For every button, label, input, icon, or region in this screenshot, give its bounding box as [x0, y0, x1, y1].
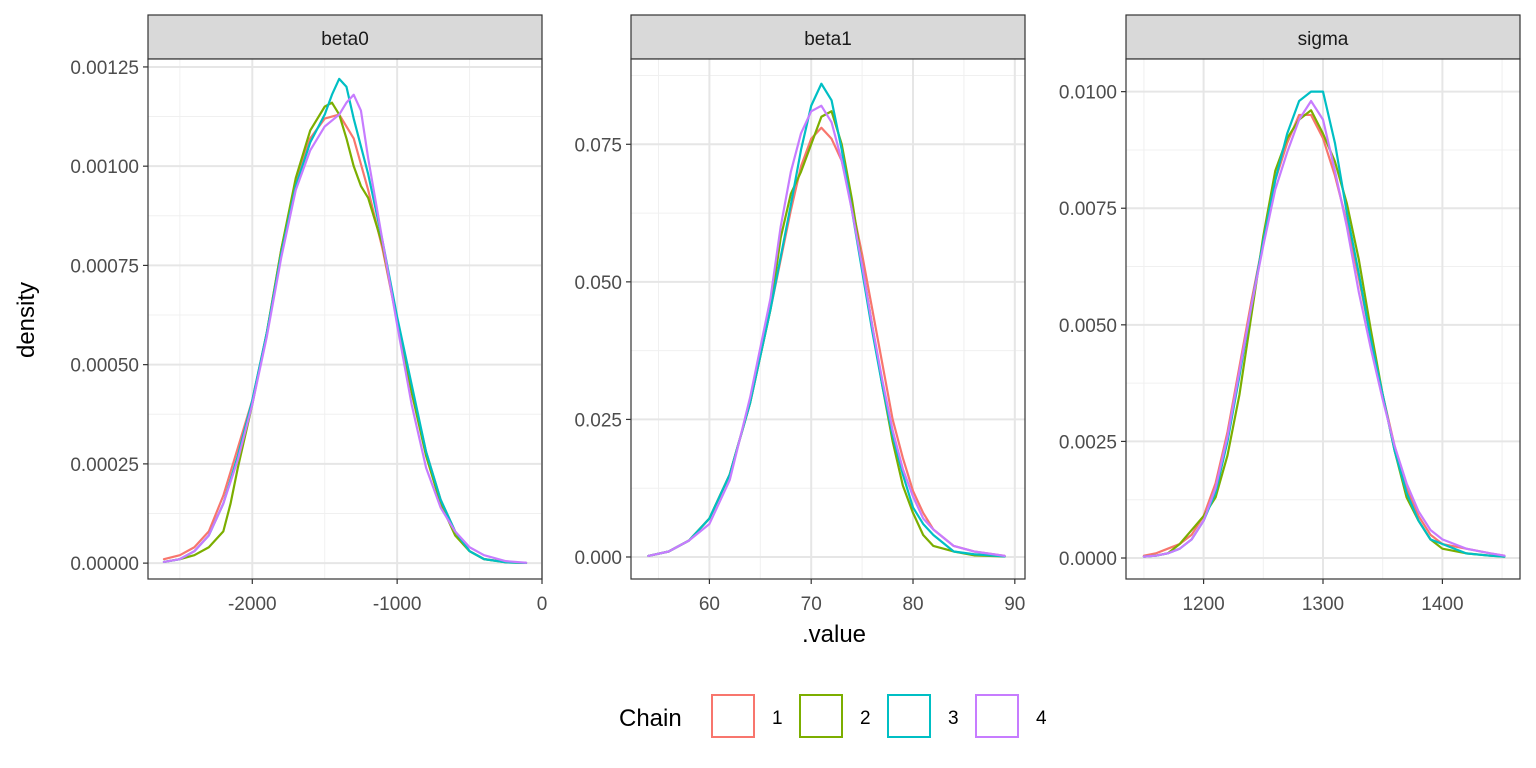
- legend: Chain 1 2 3 4: [619, 694, 1047, 738]
- y-tick-label: 0.0050: [1059, 316, 1117, 337]
- y-tick-label: 0.075: [574, 135, 622, 156]
- y-tick-label: 0.050: [574, 273, 622, 294]
- legend-item-2: 2: [799, 694, 871, 738]
- facet-panels: beta00.000000.000250.000500.000750.00100…: [70, 14, 1521, 615]
- strip-label-beta0: beta0: [321, 29, 369, 50]
- y-tick-label: 0.0000: [1059, 549, 1117, 570]
- x-tick-label: 70: [801, 594, 822, 615]
- plot-background: [631, 59, 1025, 579]
- legend-label: 1: [772, 708, 783, 729]
- plot-background: [148, 59, 542, 579]
- panel-beta0: beta0 0.00000 0.00025 0.00050 0.00075 0.00100…: [70, 14, 548, 615]
- y-tick-label: 0.00100: [70, 157, 139, 178]
- y-tick-label: 0.00050: [70, 356, 139, 377]
- density-line-chain-4: [1142, 99, 1506, 558]
- y-axis-title: density: [13, 282, 40, 358]
- density-line-chain-3: [647, 82, 1006, 558]
- density-line-chain-4: [162, 93, 528, 564]
- panel-beta1: beta1 0.000 0.025 0.050 0.075 60 70 80 90: [574, 14, 1026, 615]
- legend-item-1: 1: [711, 694, 783, 738]
- legend-item-3: 3: [887, 694, 959, 738]
- x-tick-label: 90: [1004, 594, 1025, 615]
- y-tick-label: 0.000: [574, 548, 622, 569]
- panel-sigma: sigma 0.0000 0.0025 0.0050 0.0075 0.0100 1200 1…: [1059, 14, 1521, 615]
- legend-label: 2: [860, 708, 871, 729]
- legend-key-chain-1: [711, 694, 755, 738]
- x-axis-title: .value: [802, 621, 866, 648]
- x-tick-label: 60: [699, 594, 720, 615]
- y-tick-label: 0.0025: [1059, 432, 1117, 453]
- density-line-chain-4: [647, 104, 1006, 557]
- panel-border: [147, 58, 543, 580]
- legend-item-4: 4: [975, 694, 1047, 738]
- legend-label: 3: [948, 708, 959, 729]
- y-tick-label: 0.00025: [70, 455, 139, 476]
- legend-key-chain-2: [799, 694, 843, 738]
- y-tick-label: 0.0075: [1059, 199, 1117, 220]
- legend-key-chain-4: [975, 694, 1019, 738]
- x-tick-label: 80: [902, 594, 923, 615]
- x-tick-label: 1300: [1302, 594, 1344, 615]
- x-tick-label: 1200: [1182, 594, 1224, 615]
- x-tick-label: 0: [537, 594, 548, 615]
- strip-label-sigma: sigma: [1298, 29, 1349, 50]
- strip-background: [1125, 14, 1521, 60]
- x-tick-label: -2000: [228, 594, 277, 615]
- strip-label-beta1: beta1: [804, 29, 852, 50]
- x-tick-label: -1000: [373, 594, 422, 615]
- y-tick-label: 0.025: [574, 410, 622, 431]
- legend-title: Chain: [619, 705, 682, 732]
- y-tick-label: 0.00000: [70, 554, 139, 575]
- legend-key-chain-3: [887, 694, 931, 738]
- x-tick-label: 1400: [1421, 594, 1463, 615]
- legend-label: 4: [1036, 708, 1047, 729]
- y-tick-label: 0.00075: [70, 256, 139, 277]
- strip-background: [630, 14, 1026, 60]
- y-tick-label: 0.0100: [1059, 83, 1117, 104]
- panel-border: [630, 58, 1026, 580]
- y-tick-label: 0.00125: [70, 58, 139, 79]
- strip-background: [147, 14, 543, 60]
